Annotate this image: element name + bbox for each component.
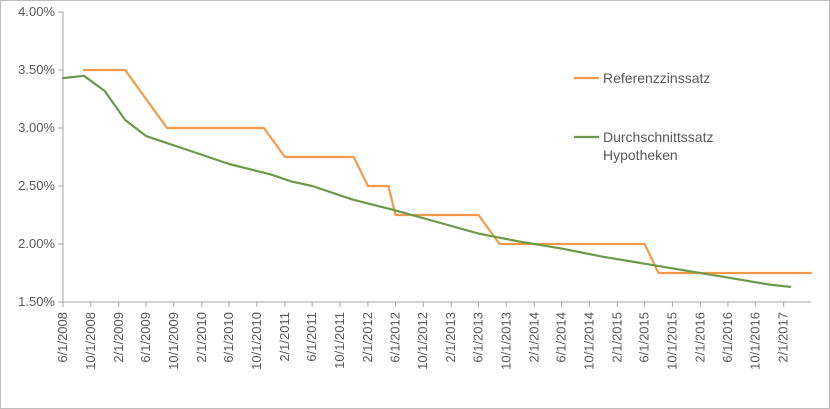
series-line-durchschnittssatz: [61, 74, 792, 288]
series-line-referenzzinssatz: [82, 68, 813, 275]
x-tick-label: 10/1/2013: [498, 312, 513, 370]
x-tick-label: 6/1/2010: [221, 312, 236, 363]
x-tick-label: 2/1/2012: [360, 312, 375, 363]
x-tick-label: 6/1/2015: [637, 312, 652, 363]
y-tick-label: 3.00%: [18, 120, 55, 135]
x-tick-label: 6/1/2014: [554, 312, 569, 363]
x-tick-label: 2/1/2014: [526, 312, 541, 363]
x-tick-label: 2/1/2016: [692, 312, 707, 363]
x-tick-label: 6/1/2011: [304, 312, 319, 362]
x-tick-label: 2/1/2009: [111, 312, 126, 363]
x-tick-label: 2/1/2015: [609, 312, 624, 363]
legend: Referenzzinssatz Durchschnittssatz Hypothe…: [574, 70, 713, 163]
x-tick-label: 6/1/2009: [138, 312, 153, 363]
x-tick-label: 10/1/2011: [332, 312, 347, 369]
x-tick-label: 10/1/2015: [664, 312, 679, 370]
legend-label: Referenzzinssatz: [603, 70, 710, 86]
x-tick-label: 2/1/2013: [443, 312, 458, 363]
legend-label: Durchschnittssatz: [603, 129, 713, 145]
x-tick-label: 2/1/2017: [776, 312, 791, 363]
series-lines: [61, 68, 813, 288]
axes: 1.50% 2.00% 2.50% 3.00% 3.50% 4.00% 6/1/2008 10…: [18, 4, 811, 370]
x-tick-label: 6/1/2008: [55, 312, 70, 363]
legend-label: Hypotheken: [603, 147, 678, 163]
x-tick-label: 10/1/2016: [748, 312, 763, 370]
x-tick-label: 2/1/2010: [194, 312, 209, 363]
x-tick-label: 10/1/2012: [415, 312, 430, 370]
x-tick-label: 10/1/2008: [83, 312, 98, 370]
x-tick-label: 10/1/2009: [166, 312, 181, 370]
x-tick-label: 6/1/2012: [387, 312, 402, 363]
y-tick-label: 4.00%: [18, 4, 55, 19]
y-tick-label: 2.00%: [18, 236, 55, 251]
y-tick-label: 3.50%: [18, 62, 55, 77]
x-tick-label: 6/1/2016: [720, 312, 735, 363]
x-tick-label: 10/1/2010: [249, 312, 264, 370]
y-tick-label: 2.50%: [18, 178, 55, 193]
x-tick-label: 2/1/2011: [277, 312, 292, 362]
y-tick-label: 1.50%: [18, 294, 55, 309]
x-tick-label: 6/1/2013: [471, 312, 486, 363]
x-tick-label: 10/1/2014: [581, 312, 596, 370]
